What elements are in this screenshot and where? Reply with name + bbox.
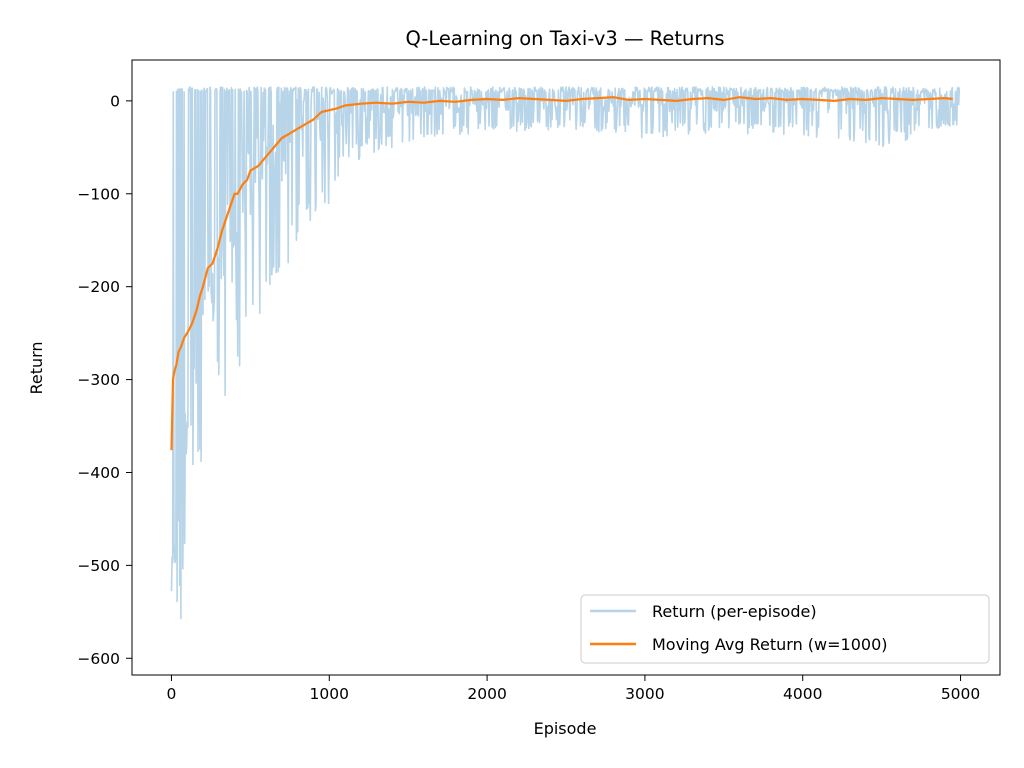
x-tick-label: 3000 <box>625 685 664 703</box>
x-axis-ticks: 0 1000 2000 3000 4000 5000 <box>167 675 980 703</box>
moving-average-layer <box>170 96 953 451</box>
chart-title: Q-Learning on Taxi-v3 — Returns <box>405 27 724 50</box>
y-axis-title: Return <box>27 341 46 394</box>
x-tick-label: 4000 <box>783 685 822 703</box>
y-tick-label: −100 <box>77 185 120 203</box>
y-tick-label: −400 <box>77 464 120 482</box>
plot-frame <box>131 59 1001 676</box>
y-tick-label: 0 <box>110 92 120 110</box>
legend-label-avg: Moving Avg Return (w=1000) <box>652 635 887 654</box>
legend-box <box>580 594 990 664</box>
x-tick-label: 0 <box>167 685 177 703</box>
x-axis-title: Episode <box>534 719 597 738</box>
y-axis-ticks: 0 −100 −200 −300 −400 −500 −600 <box>77 92 132 668</box>
legend-label-raw: Return (per-episode) <box>652 602 817 621</box>
y-tick-label: −300 <box>77 371 120 389</box>
x-tick-label: 2000 <box>467 685 506 703</box>
series-line-per-episode-return <box>170 86 961 620</box>
x-tick-label: 5000 <box>941 685 980 703</box>
y-tick-label: −200 <box>77 278 120 296</box>
x-tick-label: 1000 <box>310 685 349 703</box>
legend: Return (per-episode) Moving Avg Return (… <box>580 594 990 664</box>
series-line-moving-average-return <box>170 96 953 451</box>
y-tick-label: −600 <box>77 650 120 668</box>
raw-series-layer <box>170 86 961 620</box>
y-tick-label: −500 <box>77 557 120 575</box>
